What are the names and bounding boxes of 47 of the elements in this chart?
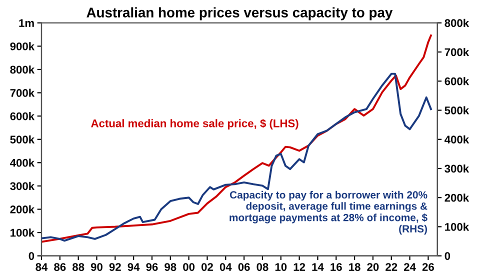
- x-tick-label: 24: [404, 263, 416, 271]
- x-tick-label: 88: [72, 263, 84, 271]
- y-tick-label: 600k: [10, 112, 35, 120]
- x-tick-label: 86: [54, 263, 66, 271]
- line-series: [42, 34, 432, 243]
- y-tick-label: 900k: [10, 42, 35, 50]
- y2-tick-label: 700k: [444, 48, 470, 56]
- y-tick-label: 500k: [10, 135, 35, 144]
- x-tick-label: 16: [330, 263, 342, 271]
- chart-title: Australian home prices versus capacity to pay: [86, 7, 393, 20]
- series-label: Capacity to pay for a borrower with 20% deposit, average full time earnings & mortgage payments at 28% of income, $ (RHS): [230, 190, 428, 235]
- y-tick-label: 700k: [10, 88, 35, 97]
- x-tick-label: 00: [183, 263, 195, 271]
- y-tick-label: 1m: [19, 19, 34, 27]
- y-tick-label: 400k: [10, 158, 35, 167]
- y-tick-label: 300k: [10, 182, 35, 190]
- y-tick-label: 0: [28, 252, 34, 260]
- x-tick-label: 22: [386, 263, 398, 271]
- x-tick-label: 04: [220, 263, 232, 271]
- x-tick-label: 92: [109, 263, 121, 271]
- x-tick-label: 08: [256, 263, 268, 271]
- x-tick-label: 26: [422, 263, 434, 271]
- y2-tick-label: 300k: [444, 164, 470, 173]
- y-tick-label: 200k: [10, 205, 35, 214]
- y2-tick-label: 600k: [444, 77, 470, 86]
- x-tick-label: 02: [201, 263, 213, 271]
- y2-tick-label: 100k: [445, 222, 470, 231]
- x-tick-label: 84: [36, 263, 48, 271]
- y2-tick-label: 500k: [444, 106, 470, 114]
- y2-tick-label: 0: [444, 252, 450, 260]
- x-tick-label: 06: [238, 263, 250, 271]
- x-tick-label: 12: [294, 263, 306, 271]
- x-tick-label: 14: [312, 263, 324, 271]
- y2-tick-label: 800k: [444, 18, 470, 28]
- x-tick-label: 96: [146, 263, 158, 271]
- y2-tick-label: 400k: [444, 135, 470, 144]
- x-tick-label: 20: [367, 263, 379, 271]
- y2-tick-label: 200k: [444, 194, 470, 202]
- x-tick-label: 10: [275, 263, 287, 271]
- y-tick-label: 800k: [10, 65, 35, 74]
- x-tick-label: 90: [90, 263, 102, 271]
- y-tick-label: 100k: [10, 228, 35, 237]
- x-tick-label: 98: [164, 263, 176, 271]
- x-tick-label: 18: [349, 263, 360, 271]
- series-label: Actual median home sale price, $ (LHS): [91, 118, 298, 130]
- line-series: [42, 72, 432, 242]
- x-tick-label: 94: [128, 263, 140, 271]
